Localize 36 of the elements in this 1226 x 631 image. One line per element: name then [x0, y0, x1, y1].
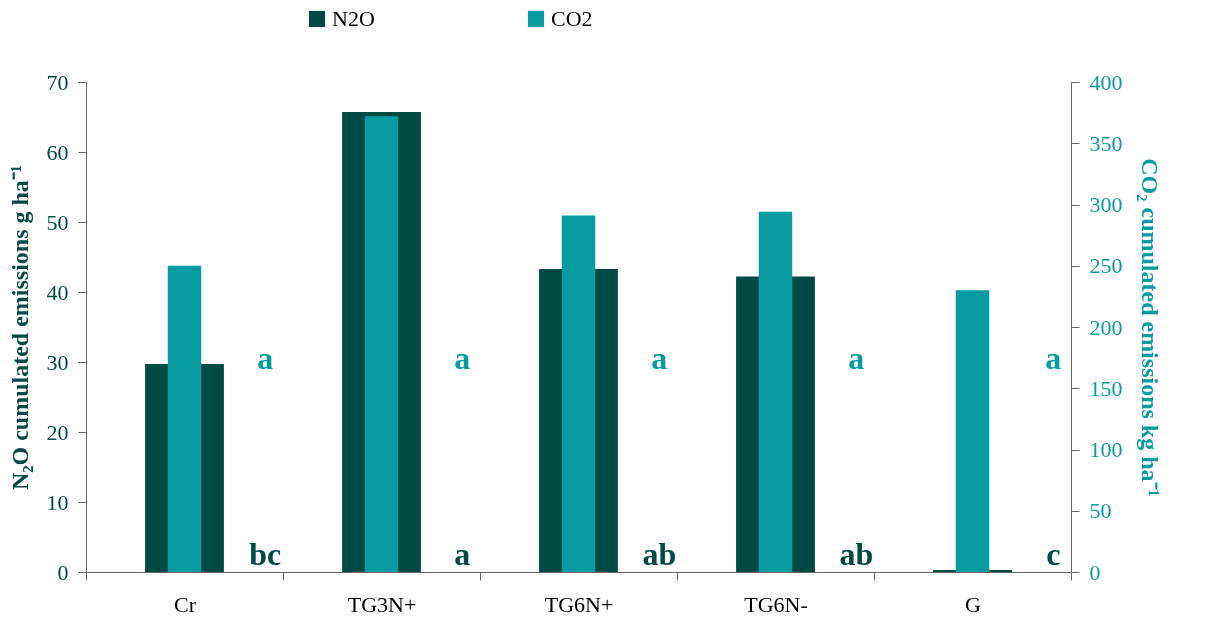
legend-label: N2O	[332, 6, 375, 31]
annotation: a	[257, 340, 274, 376]
y-tick-label: 50	[46, 209, 69, 235]
x-tick-label: Cr	[174, 591, 197, 617]
annotation: c	[1046, 536, 1061, 572]
y-axis-title: N₂O cumulated emissions g ha⁻¹	[6, 164, 33, 491]
annotation: ab	[839, 536, 874, 572]
y2-tick-label: 300	[1089, 192, 1123, 217]
y2-tick-label: 150	[1089, 375, 1123, 401]
y2-tick-label: 0	[1089, 559, 1101, 585]
y2-tick-label: 250	[1089, 253, 1123, 279]
y-tick-label: 20	[46, 419, 69, 445]
annotation: a	[651, 340, 668, 376]
y2-tick-label: 350	[1089, 130, 1123, 156]
annotation: ab	[642, 536, 677, 572]
annotation: bc	[249, 536, 282, 572]
annotation: a	[454, 536, 471, 572]
y-tick-label: 10	[46, 489, 69, 515]
x-tick-label: TG6N-	[744, 591, 808, 617]
legend-label: CO2	[551, 6, 593, 31]
y-tick-label: 30	[46, 349, 69, 375]
y2-tick-label: 200	[1089, 314, 1123, 340]
y-tick-label: 60	[46, 139, 69, 165]
annotation: a	[848, 340, 865, 376]
annotation: a	[1045, 340, 1062, 376]
y2-tick-label: 100	[1089, 437, 1123, 462]
y-tick-label: 0	[57, 559, 69, 585]
annotation: a	[454, 340, 471, 376]
y2-tick-label: 400	[1089, 69, 1123, 95]
x-tick-label: TG3N+	[347, 591, 417, 617]
y-tick-label: 70	[46, 69, 69, 95]
x-tick-label: TG6N+	[544, 591, 614, 617]
y2-tick-label: 50	[1089, 498, 1112, 524]
y-tick-label: 40	[46, 279, 69, 305]
y2-axis-title: CO₂ cumulated emissions kg ha⁻¹	[1136, 158, 1163, 497]
x-tick-label: G	[965, 591, 982, 617]
